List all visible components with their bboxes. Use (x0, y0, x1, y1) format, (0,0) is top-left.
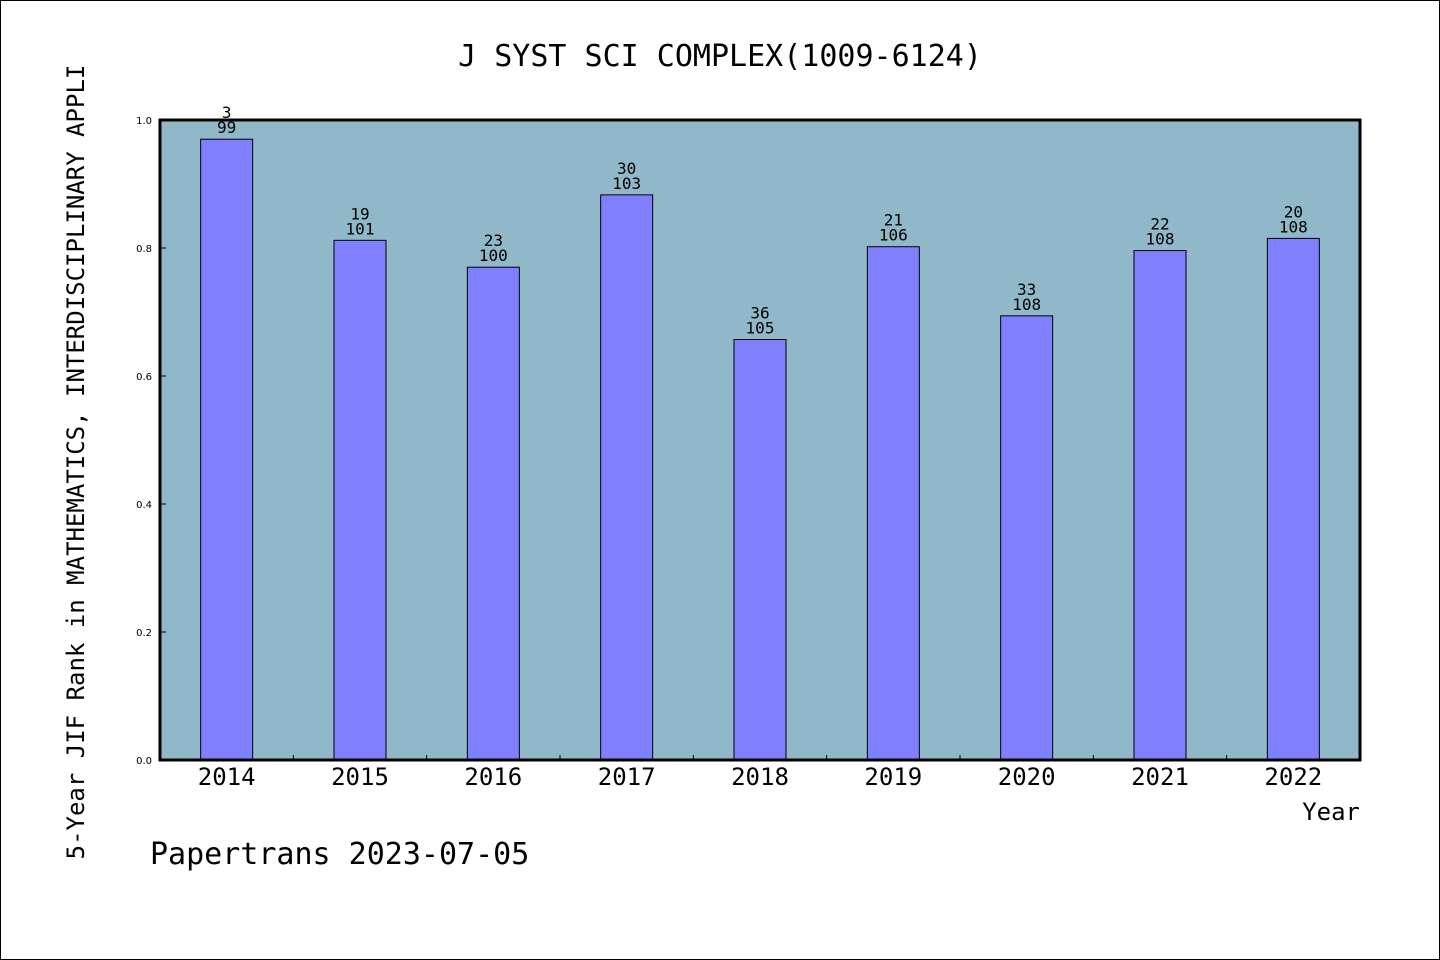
footer-text: Papertrans 2023-07-05 (150, 837, 529, 872)
bar-total-label-2020: 108 (1012, 295, 1041, 314)
data-labels-group: 3991910123100301033610521106331082210820… (217, 103, 1308, 337)
bar-rank-label-2017: 30 (617, 159, 636, 178)
bar-rank-label-2022: 20 (1284, 202, 1303, 221)
bar-2015 (333, 239, 387, 761)
bar-2016 (466, 266, 520, 761)
bars-group (200, 138, 1320, 761)
bar-total-label-2021: 108 (1146, 230, 1175, 249)
bar-2022 (1266, 237, 1320, 761)
x-axis-label: Year (1302, 798, 1360, 826)
bar-total-label-2022: 108 (1279, 217, 1308, 236)
bar-total-label-2014: 99 (217, 118, 236, 137)
y-tick-label: 0.0 (136, 756, 152, 767)
bar-rank-label-2021: 22 (1150, 215, 1169, 234)
x-tick-label-2015: 2015 (331, 763, 389, 791)
y-axis-label: 5-Year JIF Rank in MATHEMATICS, INTERDIS… (62, 65, 90, 860)
bar-rank-label-2018: 36 (750, 304, 769, 323)
x-tick-label-2016: 2016 (464, 763, 522, 791)
x-tick-label-2014: 2014 (198, 763, 256, 791)
y-tick-label: 1.0 (136, 116, 152, 127)
x-axis: 2014 2015 2016 2017 2018 2019 2020 2021 2022 (198, 755, 1322, 791)
x-tick-label-2021: 2021 (1131, 763, 1189, 791)
y-tick-label: 0.8 (136, 244, 152, 255)
bar-2021 (1133, 250, 1187, 761)
bar-total-label-2017: 103 (612, 174, 641, 193)
chart-title: J SYST SCI COMPLEX(1009-6124) (458, 39, 982, 74)
plot-border (158, 118, 1362, 762)
x-tick-label-2020: 2020 (998, 763, 1056, 791)
bar-rank-label-2015: 19 (350, 204, 369, 223)
bar-2019 (866, 246, 920, 761)
bar-2020 (1000, 315, 1054, 761)
bar-rank-label-2014: 3 (222, 103, 232, 122)
bar-2017 (600, 194, 654, 761)
y-tick-label: 0.6 (136, 372, 152, 383)
bar-total-label-2019: 106 (879, 226, 908, 245)
bar-2018 (733, 339, 787, 761)
bar-total-label-2018: 105 (746, 319, 775, 338)
bar-total-label-2015: 101 (346, 219, 375, 238)
x-tick-label-2018: 2018 (731, 763, 789, 791)
y-tick-label: 0.2 (136, 628, 152, 639)
bar-rank-label-2019: 21 (884, 211, 903, 230)
bar-total-label-2016: 100 (479, 246, 508, 265)
bar-2014 (200, 138, 254, 761)
x-tick-label-2017: 2017 (598, 763, 656, 791)
x-tick-label-2022: 2022 (1264, 763, 1322, 791)
bar-rank-label-2020: 33 (1017, 280, 1036, 299)
x-tick-label-2019: 2019 (864, 763, 922, 791)
bar-rank-label-2016: 23 (484, 231, 503, 250)
y-tick-label: 0.4 (136, 500, 152, 511)
